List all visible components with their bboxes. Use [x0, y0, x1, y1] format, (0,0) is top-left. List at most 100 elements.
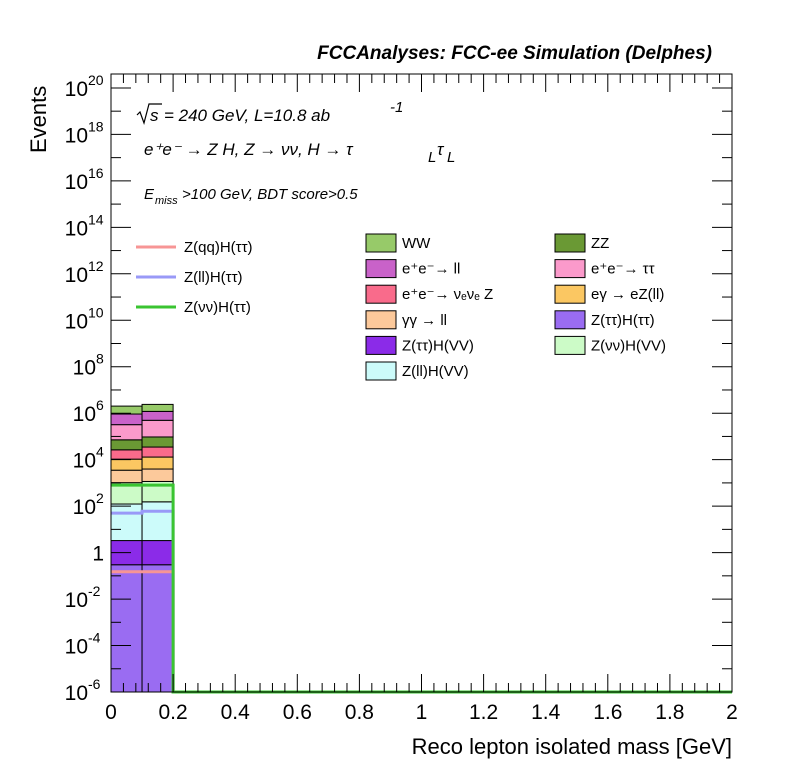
- bar-segment: [110, 413, 143, 426]
- x-tick-label: 2: [726, 701, 738, 724]
- bar-segment: [141, 456, 174, 470]
- y-tick-label: 10: [65, 171, 88, 194]
- legend-bkg-swatch: [554, 335, 586, 355]
- legend-bkg-label: e⁺e⁻→ ll: [402, 261, 460, 278]
- y-tick-exponent: 18: [88, 118, 104, 134]
- y-tick-exponent: 6: [96, 397, 104, 413]
- bar-segment: [141, 501, 174, 542]
- bar-segment: [141, 446, 174, 458]
- legend-signal-label: Z(qq)H(ττ): [184, 239, 253, 256]
- legend-bkg-label: e⁺e⁻→ ττ: [591, 261, 655, 278]
- y-tick-exponent: -6: [88, 676, 101, 692]
- y-tick-exponent: 8: [96, 351, 104, 367]
- legend-background: WW ZZ e⁺e⁻→ ll e⁺e⁻→ ττ e⁺e⁻→ νₑνₑ Z eγ → eZ(…: [365, 233, 666, 381]
- y-tick-label: 10: [65, 78, 88, 101]
- sqrt-symbol: [136, 103, 162, 126]
- legend-bkg-label: WW: [402, 235, 431, 252]
- bar-segment: [141, 403, 174, 412]
- chart-title: FCCAnalyses: FCC-ee Simulation (Delphes): [317, 43, 712, 64]
- y-tick-label: 10: [65, 589, 88, 612]
- legend-bkg-label: Z(νν)H(VV): [591, 337, 666, 354]
- legend-bkg-swatch: [365, 233, 397, 253]
- bar-segment: [110, 469, 143, 484]
- bar-segment: [141, 436, 174, 448]
- y-tick-exponent: -4: [88, 630, 101, 646]
- y-tick-label: 10: [65, 682, 88, 705]
- x-axis-ticks: 0 0.2 0.4 0.6 0.8 1 1.2 1.4 1.6 1.8 2: [105, 74, 738, 724]
- process-sub-2: L: [447, 149, 455, 166]
- y-tick-label: 10: [65, 217, 88, 240]
- y-tick-label: 10: [73, 403, 96, 426]
- bar-segment: [141, 468, 174, 482]
- legend-bkg-swatch: [365, 335, 397, 355]
- legend-bkg-swatch: [365, 310, 397, 330]
- legend-bkg-label: Z(ττ)H(VV): [402, 337, 474, 354]
- signal-line: [111, 570, 732, 694]
- legend-bkg-swatch: [554, 284, 586, 304]
- legend-bkg-swatch: [554, 310, 586, 330]
- legend-bkg-label: ZZ: [591, 235, 609, 252]
- y-tick-label: 10: [73, 357, 96, 380]
- legend-bkg-label: eγ → eZ(ll): [591, 286, 664, 303]
- legend-signal: Z(qq)H(ττ) Z(ll)H(ττ) Z(νν)H(ττ): [136, 239, 253, 316]
- bar-segment: [110, 449, 143, 460]
- signal-line: [111, 483, 732, 694]
- legend-bkg-swatch: [365, 259, 397, 279]
- y-tick-label: 10: [65, 636, 88, 659]
- x-tick-label: 1.8: [655, 701, 684, 724]
- bar-segment: [110, 424, 143, 441]
- bar-segment: [110, 503, 143, 542]
- y-tick-exponent: 4: [96, 444, 104, 460]
- legend-bkg-swatch: [554, 233, 586, 253]
- bar-segment: [141, 419, 174, 438]
- lumi-exponent: -1: [390, 99, 403, 116]
- legend-bkg-swatch: [365, 361, 397, 381]
- bar-segment: [141, 410, 174, 421]
- legend-bkg-label: γγ → ll: [402, 312, 447, 329]
- bar-segment: [110, 564, 143, 693]
- cut-E: E: [144, 186, 155, 203]
- legend-signal-label: Z(ll)H(ττ): [184, 269, 243, 286]
- x-axis-label: Reco lepton isolated mass [GeV]: [412, 734, 732, 759]
- process-label: e⁺e⁻ → Z H, Z → νν, H → τ: [144, 140, 354, 159]
- cut-label: >100 GeV, BDT score>0.5: [182, 186, 358, 203]
- x-tick-label: 0.8: [345, 701, 374, 724]
- x-tick-label: 0: [105, 701, 117, 724]
- lumi-label: = 240 GeV, L=10.8 ab: [164, 106, 330, 125]
- signal-line: [111, 509, 732, 694]
- y-tick-label: 10: [65, 264, 88, 287]
- y-tick-exponent: 20: [88, 72, 104, 88]
- bar-segment: [110, 458, 143, 471]
- legend-bkg-swatch: [554, 259, 586, 279]
- sqrt-s-label: s: [150, 106, 159, 125]
- x-tick-label: 1.4: [531, 701, 561, 724]
- y-tick-label: 10: [73, 496, 96, 519]
- process-tau-2: τ: [437, 140, 445, 159]
- plot-frame: [110, 73, 733, 693]
- legend-signal-label: Z(νν)H(ττ): [184, 299, 251, 316]
- legend-bkg-label: Z(ττ)H(ττ): [591, 312, 655, 329]
- y-tick-exponent: 10: [88, 304, 104, 320]
- x-tick-label: 0.2: [158, 701, 187, 724]
- y-tick-label: 10: [65, 124, 88, 147]
- y-tick-label: 10: [65, 310, 88, 333]
- legend-bkg-label: e⁺e⁻→ νₑνₑ Z: [402, 286, 493, 303]
- y-tick-exponent: 14: [88, 211, 104, 227]
- x-tick-label: 0.6: [283, 701, 312, 724]
- y-tick-exponent: 16: [88, 165, 104, 181]
- x-tick-label: 1.2: [469, 701, 498, 724]
- annotations: s = 240 GeV, L=10.8 ab -1 e⁺e⁻ → Z H, Z → ν…: [136, 99, 455, 207]
- bar-segment: [110, 439, 143, 451]
- x-tick-label: 1: [416, 701, 428, 724]
- signal-histograms: [111, 483, 732, 694]
- y-tick-label: 10: [73, 450, 96, 473]
- axes-box: [110, 73, 733, 693]
- legend-bkg-swatch: [365, 284, 397, 304]
- process-sub-1: L: [428, 149, 436, 166]
- bar-segment: [141, 540, 174, 566]
- y-tick-exponent: 2: [96, 490, 104, 506]
- stacked-bars: [110, 403, 174, 693]
- y-tick-exponent: -2: [88, 583, 101, 599]
